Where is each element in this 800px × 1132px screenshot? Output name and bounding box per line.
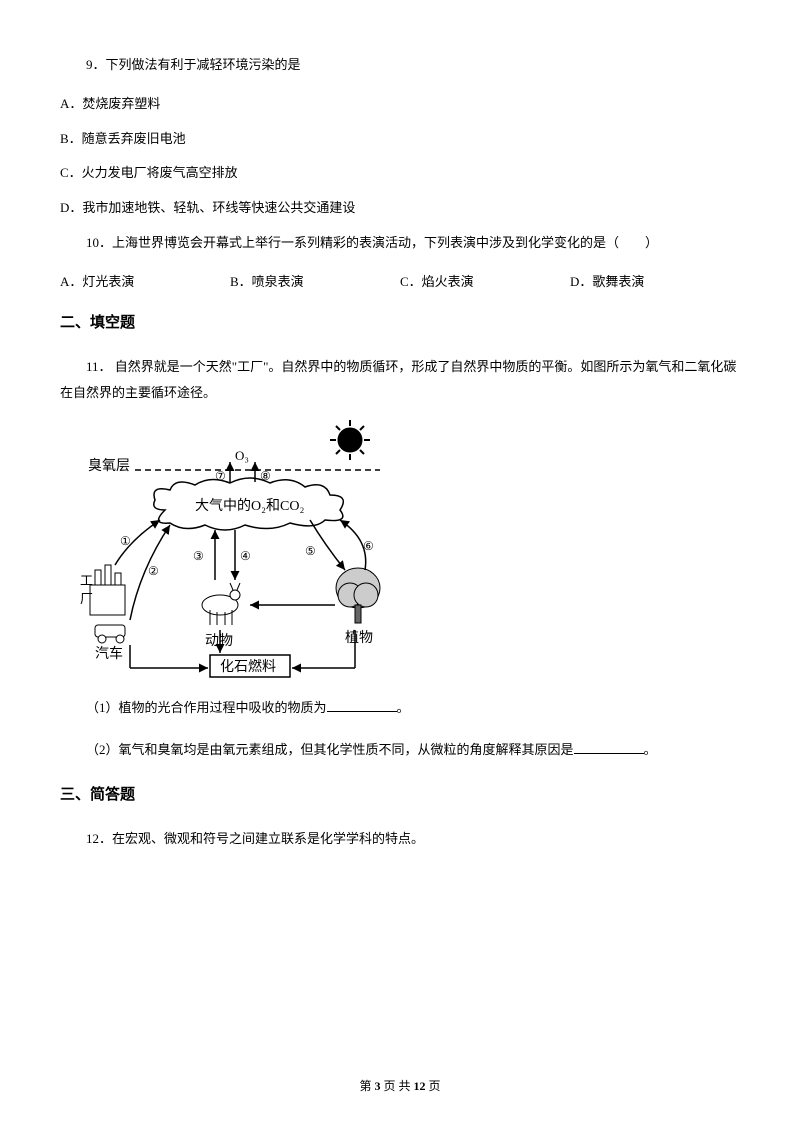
q12-stem: 12．在宏观、微观和符号之间建立联系是化学学科的特点。 <box>60 826 740 852</box>
section-2-heading: 二、填空题 <box>60 311 740 332</box>
q9-opt-c: C．火力发电厂将废气高空排放 <box>60 163 740 184</box>
q9-opt-b: B．随意丢弃废旧电池 <box>60 129 740 150</box>
q10-options: A．灯光表演 B．喷泉表演 C．焰火表演 D．歌舞表演 <box>60 272 740 293</box>
q9-opt-a: A．焚烧废弃塑料 <box>60 94 740 115</box>
q10-stem: 10．上海世界博览会开幕式上举行一系列精彩的表演活动，下列表演中涉及到化学变化的… <box>60 233 740 254</box>
q11-sub1-text: （1）植物的光合作用过程中吸收的物质为 <box>86 700 327 715</box>
footer-mid: 页 共 <box>380 1079 413 1093</box>
cycle-diagram: 臭氧层 O₃ 大气中的O₂和CO₂ ⑦ ⑧ 工 厂 汽车 <box>80 420 430 680</box>
q9-opt-d: D．我市加速地铁、轻轨、环线等快速公共交通建设 <box>60 198 740 219</box>
page-footer: 第 3 页 共 12 页 <box>0 1077 800 1094</box>
q11-stem: 11． 自然界就是一个天然"工厂"。自然界中的物质循环，形成了自然界中物质的平衡… <box>60 354 740 406</box>
q10-opt-d: D．歌舞表演 <box>570 272 740 293</box>
blank-2 <box>574 740 644 754</box>
q11-sub2-text: （2）氧气和臭氧均是由氧元素组成，但其化学性质不同，从微粒的角度解释其原因是 <box>86 742 574 757</box>
svg-text:工: 工 <box>80 573 93 588</box>
atmosphere-label: 大气中的O₂和CO₂ <box>195 498 304 514</box>
q10-opt-a: A．灯光表演 <box>60 272 230 293</box>
ozone-label: 臭氧层 <box>88 458 130 474</box>
svg-text:⑧: ⑧ <box>260 469 271 483</box>
q9-stem: 9．下列做法有利于减轻环境污染的是 <box>60 55 740 76</box>
footer-suffix: 页 <box>426 1079 441 1093</box>
q11-sub1: （1）植物的光合作用过程中吸收的物质为 。 <box>60 698 740 719</box>
svg-text:动物: 动物 <box>205 633 233 649</box>
svg-text:③: ③ <box>193 549 204 563</box>
q11-sub2: （2）氧气和臭氧均是由氧元素组成，但其化学性质不同，从微粒的角度解释其原因是 。 <box>60 740 740 761</box>
o3-label: O₃ <box>235 448 249 463</box>
section-3-heading: 三、简答题 <box>60 783 740 804</box>
svg-text:①: ① <box>120 534 131 548</box>
q11-sub1-end: 。 <box>397 700 410 715</box>
svg-text:⑥: ⑥ <box>363 539 374 553</box>
footer-total: 12 <box>414 1079 426 1093</box>
footer-prefix: 第 <box>359 1079 374 1093</box>
svg-text:厂: 厂 <box>80 591 93 606</box>
svg-text:化石燃料: 化石燃料 <box>220 658 276 675</box>
svg-text:⑦: ⑦ <box>215 469 226 483</box>
svg-text:汽车: 汽车 <box>95 645 123 662</box>
blank-1 <box>327 698 397 712</box>
sun-icon <box>330 420 370 460</box>
svg-text:⑤: ⑤ <box>305 544 316 558</box>
q11-sub2-end: 。 <box>644 742 657 757</box>
svg-text:④: ④ <box>240 549 251 563</box>
q10-opt-c: C．焰火表演 <box>400 272 570 293</box>
svg-text:②: ② <box>148 564 159 578</box>
svg-text:植物: 植物 <box>345 630 373 646</box>
q10-opt-b: B．喷泉表演 <box>230 272 400 293</box>
